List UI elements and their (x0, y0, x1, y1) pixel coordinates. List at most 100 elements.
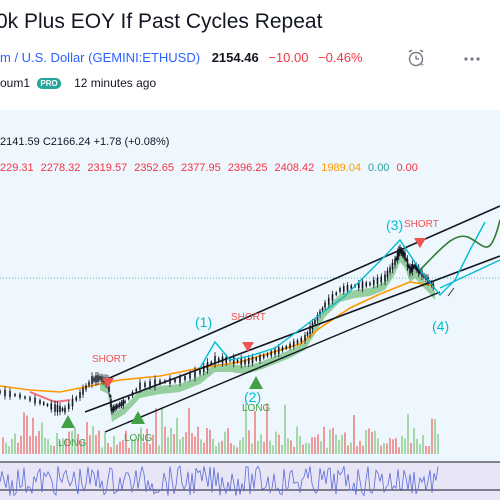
volume-bar (248, 430, 250, 454)
candle-body (93, 377, 95, 382)
volume-bar (74, 427, 76, 454)
candle-body (350, 285, 353, 289)
volume-bar (344, 432, 346, 454)
volume-bar (335, 434, 337, 454)
svg-text:+: + (420, 62, 424, 69)
volume-bar (128, 447, 130, 454)
candle-body (400, 249, 403, 254)
volume-bar (419, 444, 421, 454)
volume-bar (32, 417, 34, 454)
candle-body (255, 357, 258, 361)
pro-badge: PRO (37, 78, 61, 90)
candle-body (240, 358, 243, 365)
alarm-clock-icon[interactable]: + (405, 47, 427, 69)
volume-bar (224, 431, 226, 454)
wave-label-3: (3) (386, 217, 403, 233)
candle-body (39, 400, 41, 404)
volume-bar (362, 445, 364, 454)
volume-bar (17, 442, 19, 454)
long-arrow (131, 411, 145, 424)
candle-body (419, 270, 421, 274)
candle-body (214, 356, 216, 364)
candle-body (247, 357, 250, 365)
candle-body (342, 286, 345, 292)
indicator-value: 229.31 (0, 162, 34, 174)
candle-body (389, 267, 391, 273)
volume-bar (167, 437, 169, 454)
candle-body (19, 394, 21, 398)
candle-body (99, 375, 101, 381)
candle-body (251, 356, 254, 364)
published-time: 12 minutes ago (74, 76, 157, 90)
candle-body (270, 351, 273, 356)
short-arrow (414, 238, 426, 248)
volume-bar (152, 434, 154, 454)
candle-body (61, 408, 64, 411)
projection-wave-path (199, 221, 486, 369)
candle-body (380, 276, 383, 283)
volume-bar (179, 439, 181, 454)
volume-bar (368, 428, 370, 454)
volume-bar (185, 432, 187, 454)
candle-body (202, 365, 205, 373)
candle-body (79, 391, 81, 399)
indicator-value: 2377.95 (180, 162, 221, 174)
volume-bar (314, 437, 316, 454)
volume-bar (305, 442, 307, 454)
volume-bar (410, 442, 412, 454)
volume-bar (92, 426, 94, 454)
symbol-row: m / U.S. Dollar (GEMINI:ETHUSD) 2154.46 … (0, 50, 363, 65)
channel-lower-line (84, 255, 500, 413)
candle-body (149, 381, 151, 387)
volume-bar (395, 438, 397, 454)
candle-body (306, 332, 309, 336)
candle-body (64, 407, 66, 413)
volume-bar (182, 436, 184, 454)
candle-body (292, 341, 295, 347)
short-arrow (102, 378, 114, 388)
short-arrow (242, 342, 254, 352)
candle-body (335, 292, 338, 296)
more-icon[interactable] (462, 52, 482, 66)
volume-bar (107, 442, 109, 454)
volume-bar (401, 435, 403, 454)
author-name[interactable]: oum1 (0, 76, 31, 90)
volume-bar (98, 430, 100, 454)
last-price: 2154.46 (211, 50, 259, 65)
volume-bar (356, 446, 358, 454)
volume-bar (317, 434, 319, 454)
candle-body (82, 387, 84, 395)
symbol-name[interactable]: m / U.S. Dollar (GEMINI:ETHUSD) (0, 50, 201, 65)
candle-body (114, 405, 116, 411)
candle-body (169, 378, 171, 384)
price-plot[interactable]: SHORT SHORT SHORT LONG LONG LONG (1) (2) (3) (4) (0, 110, 500, 500)
volume-bar (281, 444, 283, 454)
forecast-curve (419, 219, 500, 271)
candle-body (289, 343, 291, 349)
candle-body (324, 302, 326, 308)
volume-bar (203, 442, 205, 454)
volume-bar (23, 412, 25, 454)
volume-bar (422, 435, 424, 454)
volume-bar (275, 431, 277, 454)
candle-body (56, 404, 59, 413)
candle-body (417, 267, 420, 274)
volume-bar (386, 443, 388, 454)
candle-body (309, 326, 311, 334)
volume-bar (290, 440, 292, 454)
candle-body (95, 375, 97, 383)
candle-body (199, 369, 201, 375)
chart-area[interactable]: 2141.59 C2166.24 +1.78 (+0.08%) 229.31 22… (0, 110, 500, 500)
volume-bar (53, 446, 55, 454)
wave-label-1: (1) (195, 314, 212, 330)
volume-bar (101, 447, 103, 454)
volume-bar (20, 435, 22, 454)
volume-bar (242, 437, 244, 454)
volume-bar (329, 429, 331, 454)
candle-body (124, 400, 126, 404)
volume-bar (8, 446, 10, 454)
volume-bar (233, 445, 235, 454)
candle-body (46, 403, 49, 407)
candle-body (194, 370, 196, 378)
oscillator-line (0, 465, 439, 497)
